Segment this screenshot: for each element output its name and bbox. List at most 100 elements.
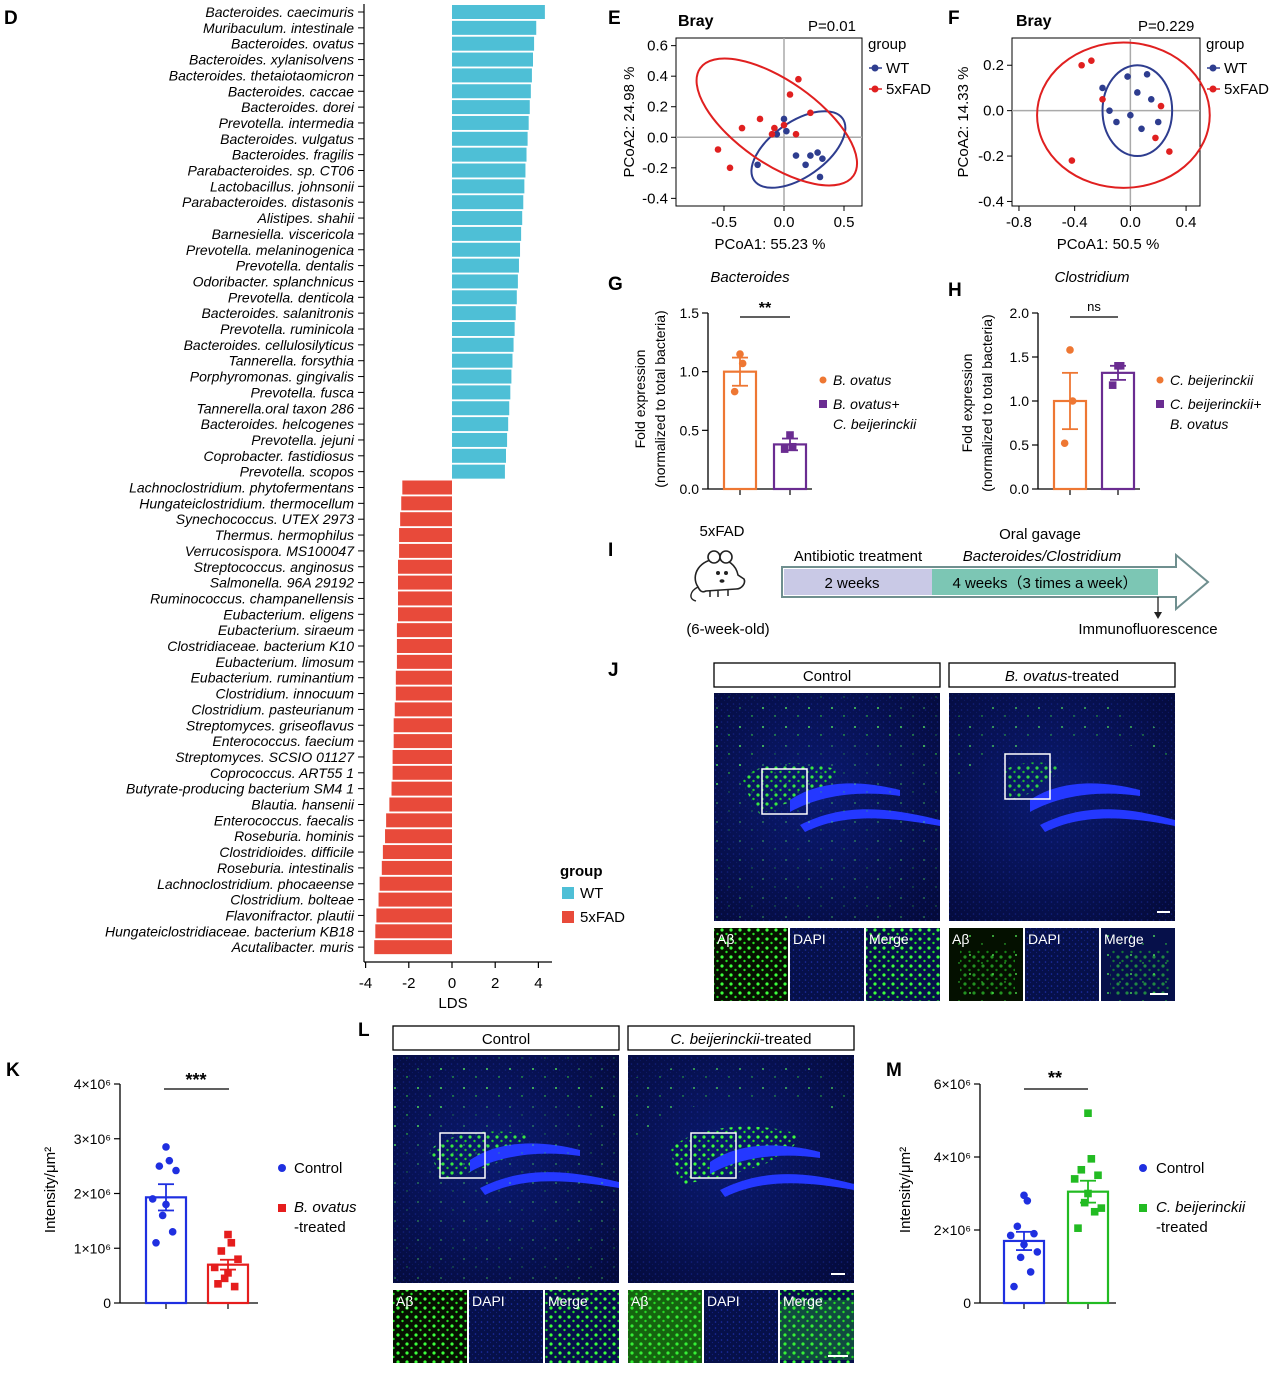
m-legend-label-control: Control [1156, 1160, 1204, 1177]
h-legend-square-2 [1156, 400, 1164, 408]
m-point [1080, 1198, 1089, 1207]
d-bar-label: Bacteroides. fragilis [232, 147, 354, 163]
d-bar-label: Butyrate-producing bacterium SM4 1 [126, 781, 354, 797]
j-zoom-control-abeta: Aβ [714, 928, 788, 1001]
m-legend-square-treated [1139, 1204, 1147, 1212]
d-bar [385, 829, 452, 844]
l-brain-treated [628, 1055, 854, 1283]
d-bar [396, 639, 452, 653]
e-ellipse [750, 110, 847, 189]
k-point [168, 1228, 177, 1236]
e-point [773, 130, 781, 138]
f-point [1152, 134, 1159, 142]
e-point [814, 149, 821, 156]
k-legend-dot-control [278, 1164, 286, 1172]
qpcr-bar-chart-g: Bacteroides Fold expression (normalized … [632, 269, 917, 497]
m-point [1033, 1248, 1042, 1256]
e-point [807, 109, 814, 117]
panel-letter-l: L [358, 1020, 370, 1041]
h-y-label-line2: (normalized to total bacteria) [979, 314, 995, 491]
d-bar [391, 781, 452, 796]
l-zoom-treated-merge-label: Merge [783, 1293, 823, 1309]
f-legend-label-5xfad: 5xFAD [1224, 81, 1269, 98]
j-zoom-control-merge-label: Merge [869, 931, 909, 947]
j-zoom-treated-dapi-label: DAPI [1028, 931, 1061, 947]
d-bar [392, 765, 452, 780]
k-point [165, 1156, 174, 1165]
j-zoom-control-merge: Merge [866, 928, 940, 1001]
g-legend-square-2 [819, 400, 827, 408]
k-point [162, 1143, 170, 1151]
e-point [771, 124, 778, 132]
j-header-control-label: Control [803, 668, 851, 685]
d-bar-label: Bacteroides. ovatus [231, 36, 354, 52]
f-x-tick-label: 0.0 [1120, 214, 1141, 231]
f-point [1157, 102, 1165, 110]
d-bar [452, 68, 532, 83]
d-bar-label: Prevotella. ruminicola [220, 321, 354, 337]
e-point [738, 124, 746, 132]
e-x-tick-label: 0.0 [774, 214, 795, 231]
h-y-tick-label: 1.5 [1010, 349, 1030, 365]
l-zoom-control-abeta-label: Aβ [396, 1293, 413, 1309]
f-plot-frame [1011, 37, 1201, 207]
l-zoom-control-dapi: DAPI [469, 1290, 543, 1363]
d-bar-label: Clostridium. innocuum [216, 686, 355, 702]
m-point [1094, 1171, 1102, 1180]
l-header-treated [627, 1025, 855, 1051]
d-legend: group WT 5xFAD [560, 863, 625, 926]
phase2-title: Oral gavage [999, 526, 1081, 543]
k-y-label: Intensity/μm² [42, 1147, 59, 1233]
d-bar [452, 211, 523, 226]
g-point [738, 359, 747, 368]
e-y-tick-label: -0.4 [642, 190, 668, 207]
d-bar-label: Eubacterium. siraeum [218, 622, 355, 638]
d-bar [452, 131, 528, 146]
k-y-tick-label: 0 [103, 1295, 111, 1311]
d-bar-label: Bacteroides. dorei [241, 99, 355, 115]
d-bar-label: Bacteroides. salanitronis [201, 305, 354, 321]
k-point [158, 1211, 167, 1220]
phase1-bar [784, 569, 932, 595]
d-bar-label: Muribaculum. intestinale [203, 20, 354, 36]
k-y-tick-label: 3×10⁶ [74, 1131, 111, 1147]
g-y-label-line1: Fold expression [632, 350, 648, 449]
j-header-treated-label: B. ovatus-treated [1005, 668, 1119, 685]
k-point [155, 1162, 164, 1170]
d-bar-label: Eubacterium. ruminantium [191, 670, 355, 686]
e-point [714, 146, 722, 153]
f-point [1127, 111, 1134, 119]
h-significance: ns [1087, 299, 1101, 314]
e-pvalue: P=0.01 [808, 18, 856, 35]
d-bar [452, 36, 535, 51]
m-point [1016, 1253, 1025, 1262]
d-bar [452, 306, 516, 321]
f-point [1099, 95, 1106, 103]
g-y-tick-label: 1.5 [680, 305, 700, 321]
d-bar-label: Roseburia. intestinalis [217, 860, 354, 876]
d-bar-label: Tannerella.oral taxon 286 [197, 400, 355, 416]
k-point [224, 1230, 232, 1239]
d-bar-label: Prevotella. dentalis [236, 258, 354, 274]
e-point [819, 155, 826, 162]
d-bar-label: Clostridium. pasteurianum [191, 701, 354, 717]
d-bar-label: Hungateiclostridiaceae. bacterium KB18 [105, 923, 354, 939]
d-bar-label: Bacteroides. helcogenes [201, 416, 354, 432]
g-y-tick-label: 0.0 [680, 481, 700, 497]
f-point [1166, 148, 1173, 155]
d-bar-label: Bacteroides. xylanisolvens [189, 52, 354, 68]
j-header-treated [948, 662, 1176, 688]
d-bar [393, 718, 452, 733]
e-x-label: PCoA1: 55.23 % [715, 236, 826, 253]
d-bar [394, 702, 452, 717]
m-point [1097, 1204, 1106, 1212]
e-x-tick-label: 0.5 [834, 214, 855, 231]
d-legend-swatch-5xfad [562, 911, 574, 923]
phase1-duration: 2 weeks [824, 575, 879, 592]
m-y-tick-label: 6×10⁶ [934, 1076, 971, 1092]
d-bar [396, 623, 452, 638]
d-bar [375, 924, 452, 939]
f-point [1134, 89, 1141, 96]
